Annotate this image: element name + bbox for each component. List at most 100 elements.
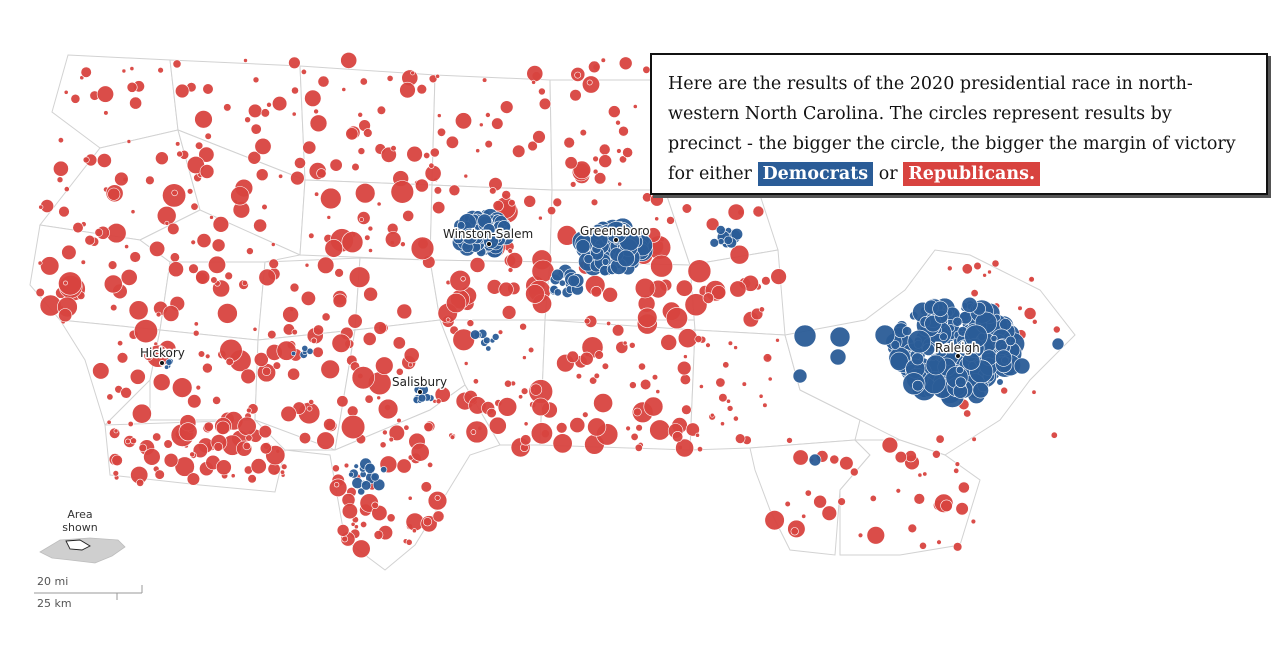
- precinct-circle: [164, 220, 170, 226]
- precinct-circle: [547, 206, 557, 216]
- precinct-circle: [634, 277, 656, 299]
- precinct-circle: [650, 192, 664, 207]
- precinct-circle: [696, 446, 703, 453]
- precinct-circle: [120, 386, 132, 399]
- precinct-circle: [237, 416, 257, 436]
- precinct-circle: [400, 241, 406, 247]
- precinct-circle: [952, 316, 963, 327]
- precinct-circle: [199, 164, 215, 179]
- precinct-circle: [660, 334, 678, 351]
- precinct-circle: [563, 136, 575, 149]
- precinct-circle: [919, 541, 927, 550]
- precinct-circle: [308, 232, 315, 239]
- precinct-circle: [163, 439, 173, 449]
- precinct-circle: [112, 470, 120, 477]
- precinct-circle: [722, 361, 730, 369]
- precinct-circle: [280, 405, 297, 423]
- precinct-circle: [411, 528, 417, 534]
- precinct-circle: [881, 436, 899, 454]
- precinct-circle: [433, 186, 443, 195]
- precinct-circle: [1053, 325, 1061, 334]
- precinct-circle: [996, 378, 1004, 386]
- precinct-circle: [617, 249, 635, 268]
- precinct-circle: [302, 140, 317, 155]
- precinct-circle: [410, 70, 415, 76]
- precinct-circle: [592, 168, 599, 175]
- precinct-circle: [291, 86, 299, 95]
- precinct-circle: [217, 303, 238, 324]
- precinct-circle: [729, 280, 747, 298]
- precinct-circle: [482, 223, 496, 236]
- precinct-circle: [407, 495, 413, 501]
- county-shape: [139, 209, 302, 263]
- precinct-circle: [279, 469, 285, 475]
- precinct-circle: [127, 420, 134, 427]
- precinct-circle: [475, 148, 481, 154]
- precinct-circle: [321, 312, 331, 322]
- precinct-circle: [373, 321, 387, 335]
- precinct-circle: [288, 56, 301, 69]
- precinct-circle: [911, 379, 924, 392]
- precinct-circle: [813, 494, 827, 509]
- precinct-circle: [403, 424, 410, 431]
- precinct-circle: [488, 416, 507, 435]
- precinct-circle: [128, 300, 149, 321]
- precinct-circle: [40, 256, 60, 276]
- precinct-circle: [341, 231, 364, 254]
- precinct-circle: [255, 168, 269, 181]
- precinct-circle: [726, 398, 731, 404]
- precinct-circle: [952, 542, 963, 552]
- precinct-circle: [758, 393, 764, 399]
- precinct-circle: [527, 140, 538, 152]
- precinct-circle: [80, 259, 86, 265]
- precinct-circle: [58, 205, 70, 218]
- precinct-circle: [258, 425, 272, 439]
- precinct-circle: [420, 481, 432, 493]
- precinct-circle: [136, 478, 145, 487]
- precinct-circle: [152, 432, 162, 442]
- precinct-circle: [143, 350, 154, 361]
- precinct-circle: [590, 198, 599, 207]
- precinct-circle: [138, 443, 148, 453]
- precinct-circle: [324, 239, 344, 258]
- precinct-circle: [224, 271, 233, 281]
- precinct-circle: [601, 362, 610, 370]
- precinct-circle: [629, 381, 637, 389]
- precinct-circle: [497, 220, 511, 234]
- precinct-circle: [385, 231, 402, 248]
- precinct-circle: [306, 347, 314, 355]
- precinct-circle: [266, 102, 272, 108]
- precinct-circle: [635, 424, 643, 432]
- precinct-circle: [341, 503, 358, 520]
- precinct-circle: [489, 187, 497, 195]
- precinct-circle: [460, 276, 466, 282]
- precinct-circle: [762, 402, 768, 408]
- precinct-circle: [215, 459, 232, 476]
- precinct-circle: [761, 276, 771, 286]
- precinct-circle: [388, 436, 394, 443]
- precinct-circle: [168, 261, 184, 278]
- precinct-circle: [529, 383, 543, 396]
- precinct-circle: [92, 362, 110, 380]
- precinct-circle: [575, 239, 591, 254]
- city-label-greensboro: Greensboro: [580, 224, 650, 238]
- precinct-circle: [808, 453, 822, 467]
- precinct-circle: [792, 368, 808, 384]
- precinct-circle: [552, 197, 562, 208]
- precinct-circle: [298, 432, 311, 445]
- precinct-circle: [310, 337, 318, 344]
- precinct-circle: [890, 340, 901, 350]
- precinct-circle: [821, 505, 837, 521]
- precinct-circle: [500, 100, 514, 114]
- precinct-circle: [246, 247, 254, 255]
- precinct-circle: [531, 397, 550, 417]
- precinct-circle: [894, 451, 908, 464]
- precinct-circle: [332, 293, 348, 308]
- precinct-circle: [300, 290, 316, 306]
- precinct-circle: [606, 320, 612, 326]
- precinct-circle: [351, 539, 371, 559]
- precinct-circle: [364, 394, 374, 404]
- precinct-circle: [538, 215, 543, 221]
- precinct-circle: [901, 326, 912, 337]
- precinct-circle: [363, 128, 373, 138]
